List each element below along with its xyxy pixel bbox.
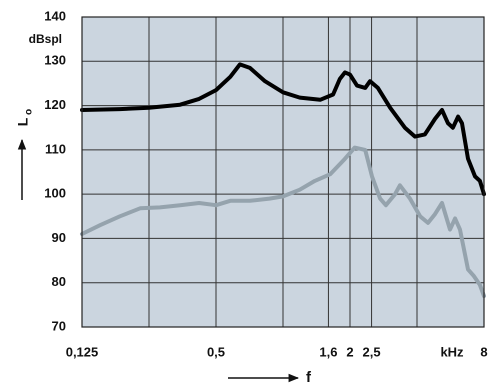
y-axis-label-subscript: o (24, 109, 35, 115)
series-line (80, 62, 486, 197)
x-tick-label: 1,6 (319, 344, 337, 359)
y-tick-label: 90 (52, 230, 66, 245)
y-tick-label: 130 (44, 53, 66, 68)
y-axis-label: L o (15, 109, 35, 126)
y-axis-label-text: L (15, 117, 31, 126)
y-tick-label: 140 (44, 8, 66, 23)
x-tick-label: 2,5 (363, 344, 381, 359)
y-tick-label: 70 (52, 318, 66, 333)
x-axis-label: f (306, 369, 312, 386)
series-line (80, 145, 486, 298)
x-unit: kHz (440, 344, 464, 359)
y-tick-label: 100 (44, 186, 66, 201)
x-tick-label: 0,125 (66, 344, 99, 359)
x-tick-label: 8 (480, 344, 487, 359)
y-tick-label: 120 (44, 97, 66, 112)
x-tick-label: 2 (346, 344, 353, 359)
y-unit: dBspl (29, 32, 62, 46)
y-tick-label: 80 (52, 274, 66, 289)
plot-frame (81, 16, 485, 328)
y-tick-label: 110 (45, 141, 66, 156)
x-tick-label: 0,5 (207, 344, 225, 359)
